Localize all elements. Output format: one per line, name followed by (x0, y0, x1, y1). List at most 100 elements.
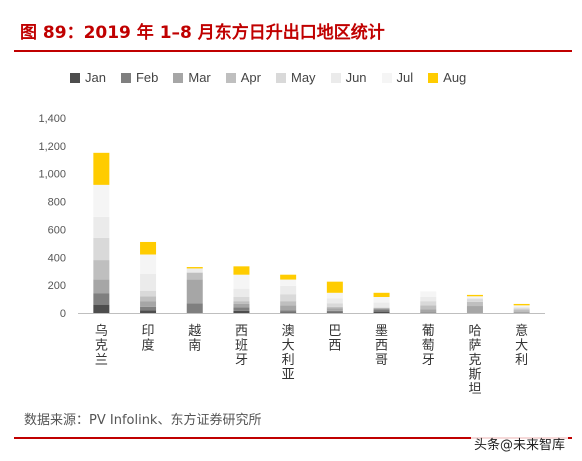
x-category-label: 克 (468, 353, 481, 368)
bar-segment-jan (93, 304, 110, 313)
x-category-label: 墨 (375, 324, 388, 339)
x-category-label: 亚 (282, 368, 295, 383)
x-category-label: 利 (515, 353, 528, 368)
bar-segment-mar (93, 279, 110, 294)
bar-segment-aug (513, 303, 530, 306)
x-category-label: 牙 (422, 353, 435, 368)
bar-segment-jun (93, 216, 110, 238)
bar-segment-aug (466, 294, 483, 297)
x-category-label: 大 (515, 339, 528, 354)
bar-segment-mar (326, 308, 343, 311)
bar-segment-feb (233, 307, 250, 311)
bar-segment-mar (420, 309, 437, 313)
bar-segment-apr (280, 301, 297, 306)
x-category-label: 西 (235, 324, 248, 339)
bar-segment-aug (186, 267, 203, 269)
bar-segment-apr (93, 260, 110, 280)
bar-segment-may (326, 303, 343, 307)
bar-segment-jul (280, 279, 297, 286)
chart-legend: Jan Feb Mar Apr May Jun Jul Aug (70, 70, 466, 85)
legend-item-feb: Feb (120, 70, 159, 85)
x-category-label: 南 (188, 338, 201, 354)
x-category-label: 越 (188, 324, 201, 339)
y-tick-label: 600 (48, 224, 66, 236)
bar-segment-may (466, 299, 483, 302)
legend-item-mar: Mar (173, 70, 211, 85)
legend-swatch-mar (173, 72, 184, 83)
legend-label: Feb (135, 70, 159, 85)
legend-label: Jul (396, 70, 414, 85)
x-category-label: 坦 (468, 382, 481, 397)
y-tick-label: 400 (48, 252, 66, 264)
bar-segment-aug (233, 266, 250, 275)
legend-item-jan: Jan (70, 70, 106, 85)
x-category-label: 哥 (375, 353, 388, 368)
y-tick-label: 1,400 (38, 113, 66, 125)
y-tick-label: 0 (60, 308, 66, 320)
bar-segment-apr (140, 296, 157, 302)
bar-segment-apr (513, 309, 530, 312)
legend-swatch-jul (381, 72, 392, 83)
bar-segment-feb (420, 312, 437, 313)
bar-segment-mar (233, 303, 250, 308)
y-tick-label: 800 (48, 197, 66, 209)
x-category-label: 班 (235, 339, 248, 354)
x-category-label: 斯 (468, 368, 481, 383)
bar-segment-feb (326, 310, 343, 313)
bar-segment-jun (186, 268, 203, 273)
x-category-label: 葡 (422, 324, 435, 339)
bar-segment-jan (373, 311, 390, 313)
legend-label: Jun (345, 70, 367, 85)
title-underline (14, 50, 572, 52)
bar-segment-aug (326, 281, 343, 293)
bar-segment-jul (373, 296, 390, 303)
legend-item-may: May (276, 70, 316, 85)
x-category-label: 乌 (95, 323, 108, 339)
bar-segment-may (140, 290, 157, 297)
bar-segment-jun (326, 298, 343, 304)
bar-segment-jul (466, 296, 483, 298)
chart-title: 图 89：2019 年 1–8 月东方日升出口地区统计 (20, 23, 385, 43)
bar-segment-may (233, 296, 250, 302)
y-tick-label: 1,200 (38, 141, 66, 153)
bar-segment-apr (233, 301, 250, 304)
bar-segment-feb (140, 306, 157, 311)
bar-segment-mar (466, 306, 483, 313)
legend-swatch-jan (70, 72, 80, 83)
bar-segment-jan (233, 310, 250, 313)
bar-segment-jun (466, 297, 483, 300)
legend-label: Apr (240, 70, 261, 85)
bar-segment-jun (280, 285, 297, 295)
bar-segment-mar (280, 305, 297, 311)
bar-segment-mar (140, 301, 157, 307)
bar-segment-may (420, 301, 437, 306)
bar-segment-jul (93, 184, 110, 217)
x-category-label: 西 (328, 339, 341, 354)
x-category-label: 意 (515, 323, 528, 339)
legend-swatch-aug (428, 72, 439, 83)
bar-segment-jul (420, 291, 437, 297)
bar-segment-may (373, 307, 390, 309)
x-category-label: 萄 (422, 339, 435, 354)
bar-segment-may (93, 237, 110, 261)
legend-swatch-feb (120, 72, 131, 83)
x-category-label: 萨 (468, 339, 481, 354)
bar-segment-apr (420, 305, 437, 310)
bar-segment-may (513, 308, 530, 310)
bar-segment-jun (420, 296, 437, 302)
footer-rule (14, 437, 572, 439)
bar-segment-jul (233, 274, 250, 289)
legend-label: Mar (188, 70, 211, 85)
legend-swatch-jun (330, 72, 341, 83)
bar-segment-apr (466, 301, 483, 307)
bar-segment-aug (280, 274, 297, 280)
bar-segment-aug (140, 241, 157, 255)
x-category-label: 牙 (235, 353, 248, 368)
legend-swatch-may (276, 72, 286, 83)
legend-label: Aug (443, 70, 467, 85)
bar-segment-jan (326, 312, 343, 313)
bar-segment-feb (373, 309, 390, 312)
bar-segment-jul (140, 254, 157, 274)
x-category-label: 度 (142, 338, 155, 354)
